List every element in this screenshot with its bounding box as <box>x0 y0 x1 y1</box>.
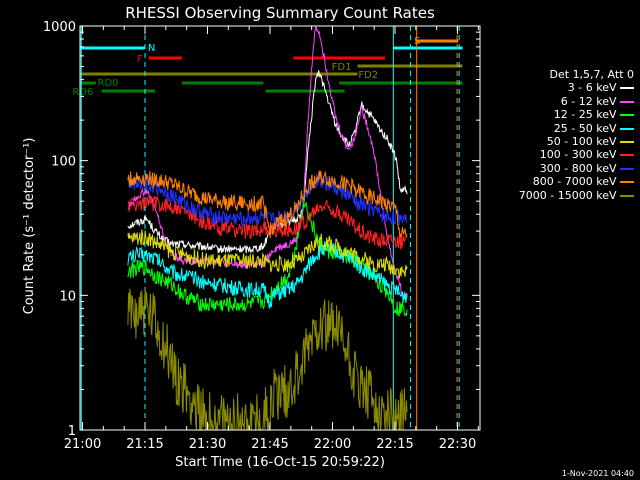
legend-label: 25 - 50 keV <box>553 121 620 135</box>
chart-title: RHESSI Observing Summary Count Rates <box>125 4 435 22</box>
state-label-rd0: RD0 <box>98 78 119 89</box>
x-axis-label: Start Time (16-Oct-15 20:59:22) <box>175 455 385 470</box>
x-tick-label: 21:45 <box>251 437 288 452</box>
x-tick-label: 22:30 <box>439 437 476 452</box>
legend-label: 300 - 800 keV <box>539 161 620 175</box>
legend-swatch <box>620 194 634 197</box>
series-line <box>127 288 408 432</box>
legend-swatch <box>620 167 634 170</box>
state-label-fd2: FD2 <box>358 70 378 81</box>
legend-item: 7000 - 15000 keV <box>464 189 634 202</box>
legend-label: 3 - 6 keV <box>567 81 620 95</box>
legend-swatch <box>620 100 634 103</box>
legend-item: 3 - 6 keV <box>464 81 634 94</box>
legend-swatch <box>620 114 634 117</box>
legend-swatch <box>620 87 634 90</box>
legend-swatch <box>620 181 634 184</box>
legend-label: 12 - 25 keV <box>553 108 620 122</box>
timestamp: 1-Nov-2021 04:40 <box>561 469 634 478</box>
series-line <box>127 170 408 238</box>
legend-label: 7000 - 15000 keV <box>518 188 620 202</box>
x-tick-label: 21:00 <box>64 437 101 452</box>
legend-label: 100 - 300 keV <box>539 148 620 162</box>
legend-header: Det 1,5,7, Att 0 <box>549 68 634 81</box>
legend-item: 50 - 100 keV <box>464 135 634 148</box>
legend: Det 1,5,7, Att 0 3 - 6 keV 6 - 12 keV 12… <box>464 68 634 202</box>
x-tick-label: 22:00 <box>314 437 351 452</box>
plot-frame <box>79 25 481 431</box>
series-line <box>127 173 408 228</box>
state-label-s: S <box>414 36 420 47</box>
y-axis-label: Count Rate (s⁻¹ detector⁻¹) <box>22 138 37 315</box>
legend-label: 50 - 100 keV <box>546 135 620 149</box>
x-tick-label: 21:30 <box>189 437 226 452</box>
state-label-rd6: RD6 <box>72 87 93 98</box>
state-label-f: F <box>137 54 143 65</box>
legend-swatch <box>620 127 634 130</box>
x-tick-label: 22:15 <box>376 437 413 452</box>
x-tick-label: 21:15 <box>126 437 163 452</box>
state-label-n: N <box>148 43 155 54</box>
legend-item: 12 - 25 keV <box>464 108 634 121</box>
legend-item: 6 - 12 keV <box>464 95 634 108</box>
legend-item: 800 - 7000 keV <box>464 175 634 188</box>
series-line <box>127 70 408 254</box>
legend-swatch <box>620 141 634 144</box>
y-tick-label: 100 <box>51 155 76 170</box>
series-line <box>127 229 408 279</box>
legend-label: 6 - 12 keV <box>560 94 620 108</box>
legend-item: 100 - 300 keV <box>464 148 634 161</box>
y-tick-label: 1000 <box>43 20 76 35</box>
series-line <box>127 241 408 309</box>
y-tick-label: 1 <box>68 424 76 439</box>
state-label-fd1: FD1 <box>332 62 352 73</box>
legend-item: 300 - 800 keV <box>464 162 634 175</box>
legend-label: 800 - 7000 keV <box>532 175 620 189</box>
y-tick-label: 10 <box>59 289 76 304</box>
legend-swatch <box>620 154 634 157</box>
legend-item: 25 - 50 keV <box>464 122 634 135</box>
